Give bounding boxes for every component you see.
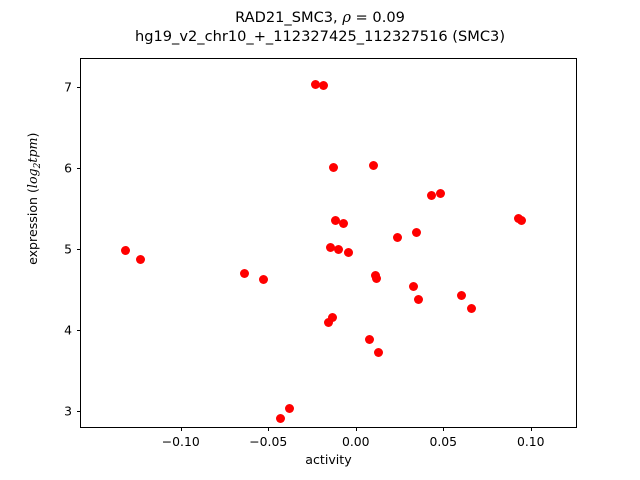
x-tick-label: −0.05: [249, 434, 288, 449]
x-axis-label: activity: [305, 452, 352, 467]
scatter-plot-area: [81, 59, 576, 427]
x-tick-label: 0.10: [516, 434, 545, 449]
scatter-point: [414, 294, 424, 304]
x-tick-mark: [443, 427, 445, 431]
scatter-point: [333, 244, 343, 254]
scatter-point: [516, 215, 526, 225]
scatter-point: [426, 190, 436, 200]
scatter-point: [411, 227, 421, 237]
scatter-point: [324, 318, 334, 328]
x-tick-mark: [180, 427, 182, 431]
x-tick-mark: [530, 427, 532, 431]
scatter-point: [275, 413, 285, 423]
y-tick-mark: [77, 249, 81, 251]
scatter-point: [436, 188, 446, 198]
chart-title-line1-post: = 0.09: [350, 9, 405, 26]
y-tick-mark: [77, 330, 81, 332]
chart-title-line1-pre: RAD21_SMC3,: [235, 9, 343, 26]
scatter-point: [364, 334, 374, 344]
scatter-point: [258, 274, 268, 284]
plot-axes: −0.10 −0.05 0.00 0.05 0.10 3 4 5 6 7: [64, 58, 577, 449]
scatter-point: [284, 404, 294, 414]
scatter-point: [466, 303, 476, 313]
chart-title-line1: RAD21_SMC3, ρ = 0.09: [0, 8, 640, 27]
y-tick-mark: [77, 168, 81, 170]
scatter-point: [409, 282, 419, 291]
x-tick-mark: [355, 427, 357, 431]
y-axis-label-pre: expression (: [25, 188, 41, 265]
scatter-point: [392, 233, 402, 243]
y-tick-label: 4: [64, 322, 72, 338]
y-tick-mark: [77, 87, 81, 89]
y-tick-label: 3: [64, 403, 72, 419]
x-tick-label: 0.05: [429, 434, 458, 449]
y-tick-label: 7: [64, 79, 72, 95]
scatter-point: [328, 312, 338, 322]
y-axis-label-tpm: tpm: [25, 137, 41, 163]
scatter-point: [457, 290, 467, 300]
scatter-point: [369, 161, 379, 171]
y-tick-label: 5: [64, 241, 72, 257]
scatter-point: [325, 243, 335, 253]
scatter-point: [121, 245, 131, 255]
scatter-point: [136, 255, 145, 265]
scatter-point: [311, 80, 321, 90]
scatter-point: [329, 162, 339, 172]
scatter-point: [374, 347, 383, 357]
scatter-point: [330, 216, 340, 226]
scatter-point: [371, 273, 381, 283]
scatter-point: [240, 269, 250, 279]
rho-symbol: ρ: [342, 9, 351, 26]
chart-title: RAD21_SMC3, ρ = 0.09 hg19_v2_chr10_+_112…: [0, 8, 640, 46]
y-tick-label: 6: [64, 160, 72, 176]
y-axis-label-log: log: [25, 168, 41, 189]
y-tick-mark: [77, 411, 81, 413]
chart-title-line2: hg19_v2_chr10_+_112327425_112327516 (SMC…: [134, 28, 506, 45]
scatter-point: [319, 81, 329, 91]
scatter-point: [338, 218, 348, 228]
y-axis-label: expression (log2tpm): [25, 39, 43, 359]
x-tick-mark: [268, 427, 270, 431]
x-tick-label: 0.00: [341, 434, 370, 449]
y-axis-label-post: ): [25, 132, 41, 138]
scatter-point: [343, 248, 353, 257]
y-axis-label-subscript: 2: [32, 162, 43, 169]
x-tick-label: −0.10: [161, 434, 200, 449]
